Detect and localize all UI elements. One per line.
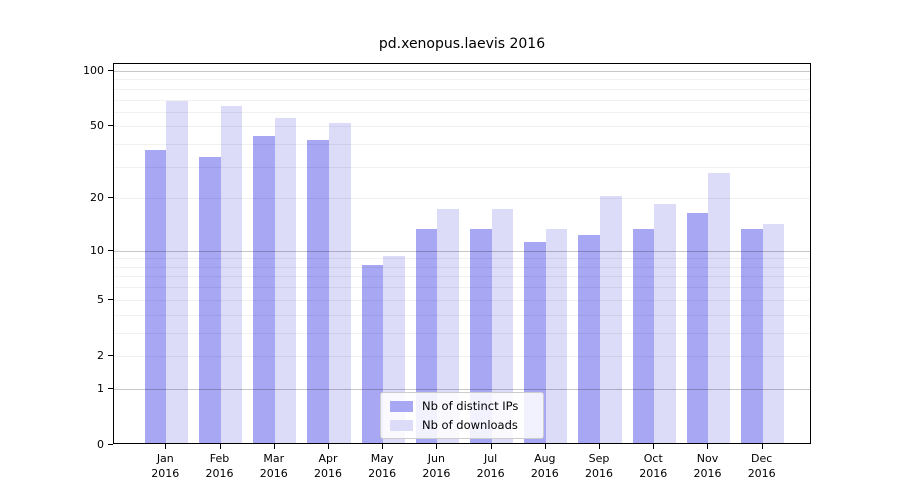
distinct-ips-bar-jul <box>470 229 492 443</box>
downloads-bar-sep <box>600 196 622 443</box>
x-tick-aug <box>544 444 546 449</box>
gridline-40 <box>114 144 810 146</box>
legend-label-distinct-ips: Nb of distinct IPs <box>422 399 519 413</box>
x-tick-label-jun: Jun 2016 <box>422 452 451 480</box>
y-tick-2 <box>108 354 113 356</box>
x-tick-sep <box>599 444 601 449</box>
downloads-bar-mar <box>274 118 297 443</box>
x-tick-label-oct: Oct 2016 <box>639 452 668 480</box>
distinct-ips-bar-jun <box>415 229 438 443</box>
x-tick-apr <box>327 444 329 449</box>
x-tick-oct <box>653 444 655 449</box>
x-tick-label-apr: Apr 2016 <box>313 452 342 480</box>
y-tick-label-5: 5 <box>97 292 104 306</box>
downloads-bar-jun <box>437 208 459 443</box>
x-tick-label-jan: Jan 2016 <box>151 452 180 480</box>
x-tick-label-sep: Sep 2016 <box>585 452 614 480</box>
distinct-ips-bar-mar <box>253 136 275 443</box>
x-tick-jan <box>165 444 167 449</box>
gridline-70 <box>114 99 810 101</box>
gridline-90 <box>114 79 810 81</box>
y-tick-100 <box>108 69 113 71</box>
downloads-swatch <box>390 419 413 431</box>
y-tick-label-10: 10 <box>90 243 104 257</box>
distinct-ips-bar-apr <box>307 140 329 443</box>
x-tick-label-jul: Jul 2016 <box>476 452 505 480</box>
y-tick-label-2: 2 <box>97 348 104 362</box>
legend: Nb of distinct IPs Nb of downloads <box>380 392 544 439</box>
legend-row-distinct-ips: Nb of distinct IPs <box>390 399 534 413</box>
x-tick-label-nov: Nov 2016 <box>693 452 722 480</box>
downloads-bar-dec <box>762 223 785 443</box>
distinct-ips-bar-feb <box>198 157 221 443</box>
y-tick-label-50: 50 <box>90 119 104 133</box>
x-tick-dec <box>761 444 763 449</box>
x-tick-feb <box>219 444 221 449</box>
x-tick-label-feb: Feb 2016 <box>205 452 234 480</box>
legend-label-downloads: Nb of downloads <box>422 418 518 432</box>
y-tick-5 <box>108 298 113 300</box>
y-tick-0 <box>108 444 113 445</box>
y-tick-label-0: 0 <box>97 438 104 451</box>
downloads-bar-oct <box>654 204 676 443</box>
x-tick-label-dec: Dec 2016 <box>747 452 776 480</box>
x-tick-label-aug: Aug 2016 <box>530 452 559 480</box>
gridline-50 <box>114 126 810 128</box>
y-tick-1 <box>108 387 113 389</box>
x-tick-nov <box>707 444 709 449</box>
x-tick-jul <box>490 444 492 449</box>
chart-title: pd.xenopus.laevis 2016 <box>378 36 546 52</box>
x-tick-may <box>382 444 384 449</box>
gridline-60 <box>114 111 810 113</box>
distinct-ips-bar-may <box>361 264 384 443</box>
downloads-bar-nov <box>708 172 731 443</box>
y-tick-label-20: 20 <box>90 191 104 205</box>
distinct-ips-bar-nov <box>686 213 709 443</box>
downloads-bar-jan <box>166 101 188 443</box>
x-tick-jun <box>436 444 438 449</box>
y-tick-label-100: 100 <box>83 63 104 77</box>
y-tick-label-1: 1 <box>97 381 104 395</box>
downloads-bar-feb <box>220 105 243 443</box>
legend-row-downloads: Nb of downloads <box>390 418 534 432</box>
y-tick-20 <box>108 197 113 199</box>
plot-area <box>113 63 811 444</box>
x-tick-mar <box>273 444 275 449</box>
gridline-100 <box>114 70 810 72</box>
distinct-ips-bar-sep <box>578 235 601 443</box>
x-tick-label-may: May 2016 <box>368 452 397 480</box>
downloads-bar-jul <box>491 208 514 443</box>
x-tick-label-mar: Mar 2016 <box>259 452 288 480</box>
distinct-ips-swatch <box>390 400 413 412</box>
y-tick-10 <box>108 249 113 251</box>
distinct-ips-bar-jan <box>144 150 167 443</box>
y-tick-50 <box>108 125 113 127</box>
distinct-ips-bar-dec <box>741 229 763 443</box>
downloads-bar-aug <box>545 229 568 443</box>
distinct-ips-bar-oct <box>632 229 655 443</box>
downloads-bar-apr <box>328 122 351 443</box>
gridline-80 <box>114 88 810 90</box>
